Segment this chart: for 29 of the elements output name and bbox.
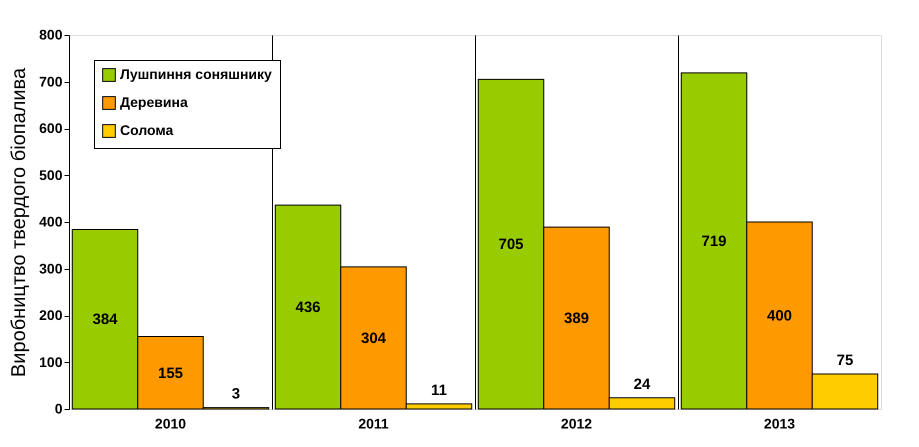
y-tick-label: 600 xyxy=(39,120,63,136)
y-tick-label: 200 xyxy=(39,307,63,323)
data-label: 75 xyxy=(836,352,854,369)
y-tick-label: 100 xyxy=(39,354,63,370)
y-tick-label: 700 xyxy=(39,73,63,90)
y-tick-label: 300 xyxy=(39,260,63,276)
data-label: 24 xyxy=(634,376,651,393)
legend-label: Солома xyxy=(120,122,174,138)
y-tick-label: 500 xyxy=(39,166,63,183)
data-label: 400 xyxy=(766,308,792,324)
legend-label: Лушпиння соняшнику xyxy=(120,66,272,82)
y-tick-label: 800 xyxy=(39,26,63,42)
x-tick-label: 2011 xyxy=(358,416,389,432)
data-label: 436 xyxy=(296,299,321,316)
y-axis-title: Виробництво твердого біопалива xyxy=(8,67,30,378)
data-label: 11 xyxy=(431,382,447,399)
data-label: 389 xyxy=(564,310,590,328)
data-label: 155 xyxy=(158,364,184,382)
data-label: 304 xyxy=(360,330,387,347)
data-label: 719 xyxy=(702,232,727,250)
data-label: 3 xyxy=(232,386,240,403)
y-tick-label: 400 xyxy=(39,214,63,230)
y-tick-label: 0 xyxy=(54,400,63,416)
data-label: 705 xyxy=(498,236,524,254)
data-label: 384 xyxy=(92,311,118,328)
x-tick-label: 2013 xyxy=(764,416,796,432)
x-tick-label: 2010 xyxy=(154,416,186,432)
legend-label: Деревина xyxy=(120,94,188,110)
x-tick-label: 2012 xyxy=(560,416,592,432)
